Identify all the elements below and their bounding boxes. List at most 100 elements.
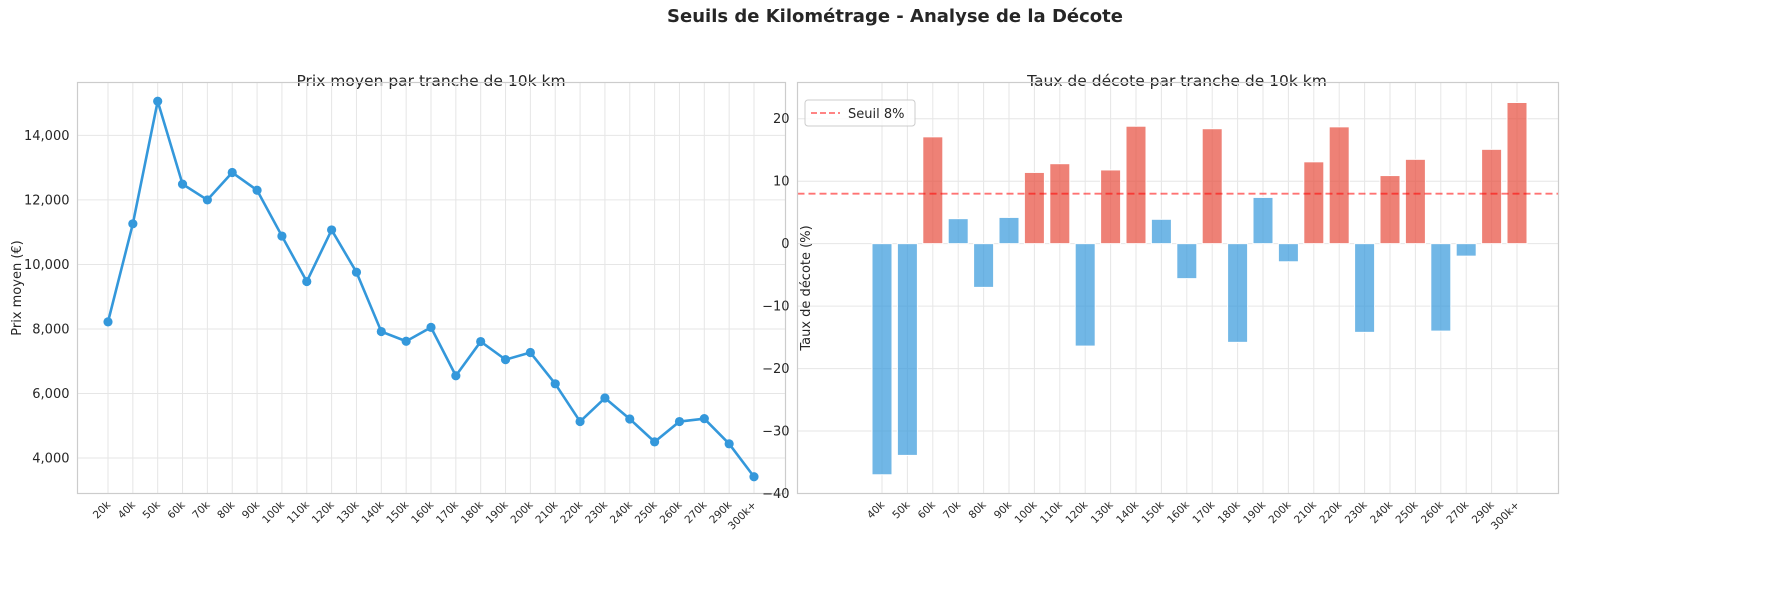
bar-chart-frame bbox=[796, 81, 1560, 495]
y-tick-label: −10 bbox=[762, 300, 789, 315]
x-tick-label: 300k+ bbox=[1489, 499, 1522, 532]
x-tick-label: 210k bbox=[533, 498, 561, 526]
x-tick-label: 230k bbox=[583, 498, 611, 526]
x-tick-label: 50k bbox=[141, 498, 164, 521]
x-tick-label: 80k bbox=[966, 498, 989, 521]
bar bbox=[1455, 243, 1477, 257]
x-tick-label: 50k bbox=[890, 498, 913, 521]
bar bbox=[1430, 243, 1452, 332]
x-tick-label: 60k bbox=[916, 498, 939, 521]
data-point bbox=[376, 326, 386, 337]
bar-chart-y-ticks: −40 −30 −20 −10 0 10 20 bbox=[762, 112, 789, 502]
x-tick-label: 190k bbox=[1241, 498, 1269, 526]
x-tick-label: 140k bbox=[1114, 498, 1142, 526]
x-tick-label: 130k bbox=[1089, 498, 1117, 526]
x-tick-label: 170k bbox=[1190, 498, 1218, 526]
bar bbox=[1354, 243, 1376, 333]
y-tick-label: −30 bbox=[762, 425, 789, 440]
bar bbox=[1023, 171, 1045, 245]
bar-chart-x-ticks: 40k 50k 60k 70k 80k 90k100k110k120k130k140k15… bbox=[865, 498, 1522, 532]
line-chart-y-label: Prix moyen (€) bbox=[10, 240, 25, 336]
x-tick-label: 60k bbox=[165, 498, 188, 521]
bar bbox=[896, 243, 918, 456]
bar bbox=[1328, 126, 1350, 245]
data-point bbox=[277, 231, 287, 241]
bar bbox=[1125, 125, 1147, 245]
y-tick-label: 14,000 bbox=[24, 129, 70, 144]
data-point bbox=[177, 179, 188, 189]
x-tick-label: 130k bbox=[335, 498, 363, 526]
y-tick-label: 20 bbox=[773, 112, 790, 127]
x-tick-label: 250k bbox=[633, 498, 661, 526]
x-tick-label: 220k bbox=[1317, 498, 1345, 526]
line-chart-grid bbox=[77, 82, 786, 494]
bar bbox=[1074, 243, 1096, 347]
data-point bbox=[724, 439, 734, 449]
x-tick-label: 180k bbox=[1216, 498, 1244, 526]
x-tick-label: 70k bbox=[941, 498, 964, 521]
bar bbox=[1201, 128, 1223, 245]
data-point bbox=[625, 414, 635, 424]
data-point bbox=[252, 185, 262, 195]
data-point bbox=[476, 336, 486, 347]
legend-box bbox=[804, 99, 916, 127]
legend: Seuil 8% bbox=[804, 99, 916, 127]
bar bbox=[1227, 243, 1249, 343]
y-tick-label: 0 bbox=[781, 237, 789, 252]
bar-chart-title: Taux de décote par tranche de 10k km bbox=[1026, 72, 1327, 90]
line-chart-y-ticks: 4,000 6,000 8,000 10,000 12,000 14,000 bbox=[24, 129, 70, 467]
data-point bbox=[500, 355, 511, 365]
data-point bbox=[202, 195, 212, 205]
line-chart-frame bbox=[76, 81, 787, 495]
y-tick-label: 10,000 bbox=[24, 258, 70, 273]
x-tick-label: 100k bbox=[260, 498, 288, 526]
y-tick-label: −40 bbox=[762, 487, 789, 502]
x-tick-label: 170k bbox=[434, 498, 462, 526]
x-tick-label: 150k bbox=[384, 498, 412, 526]
line-chart-x-ticks: 20k 40k 50k 60k 70k 80k 90k100k110k120k130k140… bbox=[91, 498, 759, 532]
x-tick-label: 220k bbox=[558, 498, 586, 526]
data-point bbox=[600, 393, 610, 403]
x-tick-label: 110k bbox=[1038, 498, 1066, 526]
data-point bbox=[302, 276, 312, 287]
y-tick-label: 6,000 bbox=[32, 387, 69, 402]
data-point bbox=[699, 414, 709, 424]
x-tick-label: 120k bbox=[1063, 498, 1091, 526]
data-point bbox=[525, 347, 535, 358]
line-series bbox=[103, 96, 759, 482]
data-point bbox=[128, 219, 138, 229]
x-tick-label: 150k bbox=[1140, 498, 1168, 526]
bar bbox=[1481, 148, 1503, 245]
bar bbox=[998, 216, 1020, 245]
data-point bbox=[650, 437, 660, 447]
x-tick-label: 110k bbox=[285, 498, 313, 526]
x-tick-label: 200k bbox=[509, 498, 537, 526]
x-tick-label: 70k bbox=[190, 498, 213, 521]
bar-chart-y-label: Taux de décote (%) bbox=[799, 225, 814, 351]
x-tick-label: 40k bbox=[116, 498, 139, 521]
x-tick-label: 180k bbox=[459, 498, 487, 526]
x-tick-label: 230k bbox=[1343, 498, 1371, 526]
data-point bbox=[153, 96, 163, 106]
x-tick-label: 160k bbox=[1165, 498, 1193, 526]
x-tick-label: 120k bbox=[310, 498, 338, 526]
data-point bbox=[674, 416, 685, 427]
x-tick-label: 260k bbox=[658, 498, 686, 526]
x-tick-label: 100k bbox=[1013, 498, 1041, 526]
data-point bbox=[550, 379, 560, 389]
y-tick-label: 4,000 bbox=[32, 452, 69, 467]
figure-title: Seuils de Kilométrage - Analyse de la Dé… bbox=[667, 6, 1123, 27]
x-tick-label: 300k+ bbox=[726, 499, 759, 532]
x-tick-label: 240k bbox=[1368, 498, 1396, 526]
bar bbox=[1303, 161, 1325, 245]
data-point bbox=[351, 267, 362, 277]
bar bbox=[973, 243, 995, 288]
x-tick-label: 20k bbox=[91, 498, 114, 521]
x-tick-label: 80k bbox=[215, 498, 238, 521]
x-tick-label: 160k bbox=[409, 498, 437, 526]
data-point bbox=[103, 317, 113, 327]
x-tick-label: 140k bbox=[359, 498, 387, 526]
x-tick-label: 240k bbox=[608, 498, 636, 526]
data-point bbox=[575, 416, 585, 427]
bar bbox=[1176, 243, 1198, 280]
